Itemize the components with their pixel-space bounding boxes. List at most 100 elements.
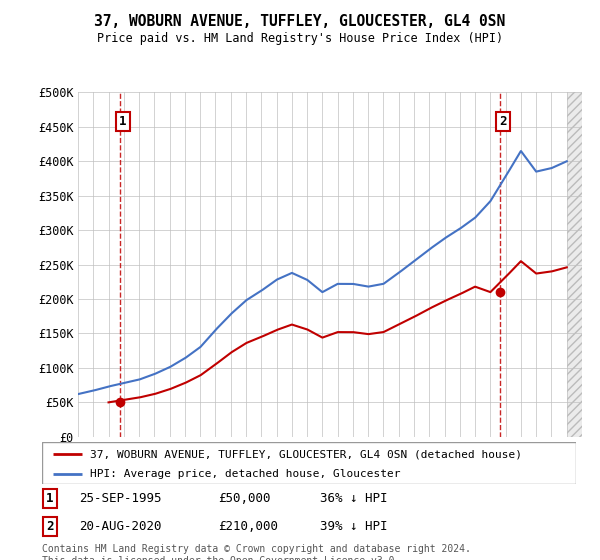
Bar bbox=[445, 402, 460, 437]
Bar bbox=[139, 402, 154, 437]
Bar bbox=[383, 161, 399, 196]
Bar bbox=[399, 230, 414, 265]
Bar bbox=[338, 196, 353, 230]
Bar bbox=[109, 368, 124, 402]
Bar bbox=[399, 92, 414, 127]
Bar bbox=[170, 230, 185, 265]
Bar bbox=[215, 127, 231, 161]
Bar bbox=[399, 265, 414, 299]
Bar bbox=[93, 265, 109, 299]
Bar bbox=[109, 127, 124, 161]
Bar bbox=[78, 265, 93, 299]
Bar bbox=[109, 196, 124, 230]
Bar bbox=[154, 230, 170, 265]
Bar bbox=[78, 299, 93, 334]
Bar bbox=[277, 334, 292, 368]
Bar bbox=[139, 299, 154, 334]
Bar bbox=[261, 196, 277, 230]
Bar bbox=[322, 299, 338, 334]
Bar bbox=[215, 230, 231, 265]
Bar bbox=[521, 334, 536, 368]
Bar bbox=[445, 368, 460, 402]
Bar bbox=[429, 196, 445, 230]
Bar bbox=[383, 402, 399, 437]
Bar bbox=[353, 127, 368, 161]
Bar bbox=[231, 230, 246, 265]
Bar bbox=[506, 368, 521, 402]
Bar bbox=[383, 368, 399, 402]
Bar bbox=[277, 127, 292, 161]
Bar bbox=[185, 334, 200, 368]
Bar bbox=[414, 265, 429, 299]
Bar bbox=[185, 196, 200, 230]
Bar bbox=[292, 230, 307, 265]
Bar bbox=[353, 299, 368, 334]
Bar bbox=[353, 402, 368, 437]
Bar bbox=[368, 161, 383, 196]
Bar bbox=[170, 368, 185, 402]
Bar bbox=[383, 92, 399, 127]
Bar bbox=[551, 334, 567, 368]
Bar bbox=[292, 265, 307, 299]
Bar bbox=[231, 265, 246, 299]
Bar bbox=[414, 368, 429, 402]
Bar bbox=[231, 368, 246, 402]
Bar bbox=[475, 92, 490, 127]
Bar bbox=[200, 161, 215, 196]
Bar bbox=[261, 368, 277, 402]
Bar bbox=[154, 92, 170, 127]
Text: £210,000: £210,000 bbox=[218, 520, 278, 533]
Bar bbox=[536, 299, 551, 334]
Bar bbox=[368, 92, 383, 127]
Bar bbox=[429, 334, 445, 368]
Bar bbox=[154, 299, 170, 334]
Bar bbox=[185, 402, 200, 437]
Bar bbox=[93, 92, 109, 127]
Text: 1: 1 bbox=[119, 115, 127, 128]
Bar bbox=[231, 92, 246, 127]
Bar bbox=[368, 127, 383, 161]
Bar bbox=[551, 161, 567, 196]
Bar bbox=[78, 196, 93, 230]
Bar bbox=[246, 265, 261, 299]
Bar bbox=[185, 299, 200, 334]
Bar bbox=[307, 299, 322, 334]
Bar bbox=[185, 230, 200, 265]
Bar bbox=[490, 299, 506, 334]
Bar bbox=[338, 265, 353, 299]
Bar bbox=[261, 265, 277, 299]
Bar bbox=[307, 196, 322, 230]
Bar bbox=[429, 299, 445, 334]
Bar bbox=[307, 265, 322, 299]
Bar bbox=[445, 334, 460, 368]
Bar bbox=[215, 368, 231, 402]
Bar bbox=[322, 161, 338, 196]
Bar bbox=[246, 196, 261, 230]
Bar bbox=[78, 334, 93, 368]
Bar bbox=[261, 92, 277, 127]
Bar bbox=[307, 402, 322, 437]
Bar bbox=[231, 127, 246, 161]
Text: 20-AUG-2020: 20-AUG-2020 bbox=[79, 520, 162, 533]
Bar bbox=[261, 230, 277, 265]
Bar bbox=[231, 161, 246, 196]
Bar bbox=[506, 265, 521, 299]
Bar bbox=[261, 127, 277, 161]
Bar bbox=[139, 368, 154, 402]
Bar bbox=[277, 368, 292, 402]
Bar bbox=[338, 230, 353, 265]
Bar bbox=[353, 368, 368, 402]
Bar bbox=[139, 334, 154, 368]
Bar bbox=[215, 402, 231, 437]
Bar bbox=[460, 299, 475, 334]
Text: Price paid vs. HM Land Registry's House Price Index (HPI): Price paid vs. HM Land Registry's House … bbox=[97, 32, 503, 45]
Bar bbox=[322, 230, 338, 265]
Bar bbox=[261, 334, 277, 368]
Bar bbox=[429, 265, 445, 299]
Text: 39% ↓ HPI: 39% ↓ HPI bbox=[320, 520, 387, 533]
Bar bbox=[277, 230, 292, 265]
Bar bbox=[460, 196, 475, 230]
Bar bbox=[429, 92, 445, 127]
Bar bbox=[246, 334, 261, 368]
Bar bbox=[292, 299, 307, 334]
